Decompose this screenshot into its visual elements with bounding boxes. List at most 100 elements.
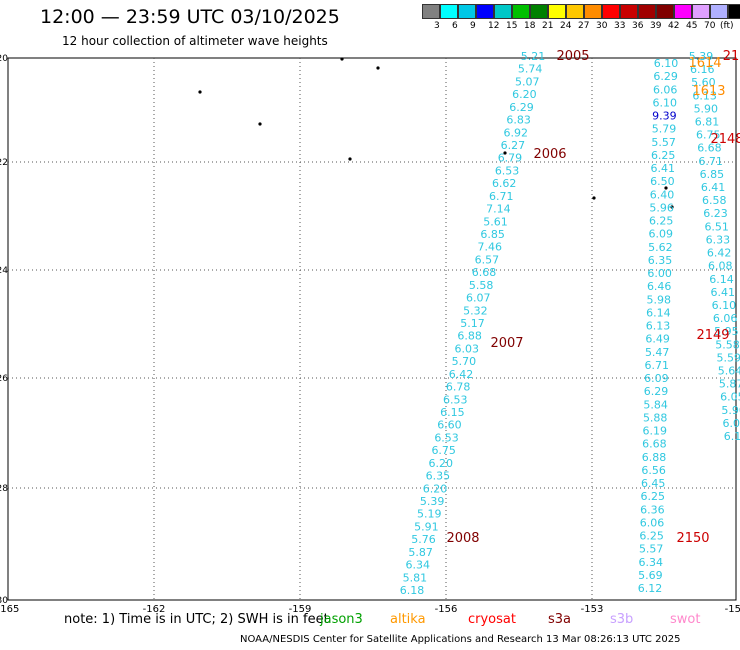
island-dot (348, 157, 352, 161)
satellite-s3a: s3a (548, 612, 572, 627)
track-label-2008: 2008 (446, 531, 479, 546)
legend-swatch (530, 4, 548, 19)
y-tick-label: -26 (0, 374, 8, 384)
track-b-value: 6.68 (642, 438, 667, 451)
island-dot (670, 205, 674, 209)
legend-label: 36 (632, 21, 644, 31)
track-b-value: 5.47 (645, 346, 670, 359)
track-a-value: 5.61 (483, 215, 508, 228)
track-b-value: 5.79 (652, 123, 677, 136)
track-a-value: 6.92 (503, 126, 528, 139)
track-b-value: 6.49 (645, 333, 670, 346)
satellite-altika: altika (390, 612, 426, 627)
track-a-value: 6.53 (434, 431, 459, 444)
track-a-value: 5.70 (452, 355, 477, 368)
track-b-value: 6.36 (640, 503, 665, 516)
track-a-value: 6.20 (423, 482, 448, 495)
legend-label: 18 (524, 21, 536, 31)
track-c-value: 6.13 (692, 89, 717, 102)
legend-label: 70 (704, 21, 716, 31)
track-b-value: 6.34 (639, 556, 664, 569)
x-tick-label: -153 (581, 604, 604, 615)
track-a-value: 5.07 (515, 75, 540, 88)
track-a-value: 6.62 (492, 177, 517, 190)
track-a-value: 6.27 (501, 139, 526, 152)
track-b-value: 6.35 (648, 254, 673, 267)
island-dot (198, 90, 202, 94)
island-dot (376, 66, 380, 70)
track-b-value: 5.98 (647, 293, 672, 306)
track-a-value: 6.34 (406, 559, 431, 572)
satellite-s3b: s3b (610, 612, 634, 627)
track-label-2006: 2006 (533, 147, 566, 162)
track-b-value: 9.39 (652, 110, 677, 123)
track-b-value: 6.13 (646, 320, 671, 333)
legend-label: 24 (560, 21, 572, 31)
track-b-value: 6.00 (647, 267, 672, 280)
track-b-value: 6.56 (641, 464, 666, 477)
track-c-value: 6.81 (695, 116, 720, 129)
legend-swatch (440, 4, 458, 19)
track-b-value: 6.29 (644, 385, 669, 398)
map-subtitle: 12 hour collection of altimeter wave hei… (62, 34, 328, 48)
satellite-swot: swot (670, 612, 701, 627)
legend-swatch (602, 4, 620, 19)
legend-swatch (422, 4, 440, 19)
track-b-value: 5.62 (648, 241, 673, 254)
track-b-value: 6.10 (653, 96, 678, 109)
track-c-value: 6.42 (707, 247, 732, 260)
legend-unit: (ft) (720, 21, 734, 31)
legend-swatch (638, 4, 656, 19)
track-b-value: 5.57 (639, 543, 664, 556)
track-a-value: 6.53 (495, 164, 520, 177)
track-b-value: 6.25 (639, 530, 664, 543)
track-a-value: 6.75 (431, 444, 456, 457)
legend-swatch (710, 4, 728, 19)
legend-label: 45 (686, 21, 698, 31)
track-b-value: 6.06 (640, 516, 665, 529)
track-label-2150: 2150 (676, 531, 709, 546)
y-tick-label: -28 (0, 484, 8, 494)
track-label-2007: 2007 (490, 336, 523, 351)
legend-swatch (620, 4, 638, 19)
track-label-2149: 2149 (696, 328, 729, 343)
legend-swatch (566, 4, 584, 19)
track-b-value: 6.14 (646, 306, 671, 319)
track-b-value: 6.06 (653, 83, 678, 96)
track-c-value: 6.41 (710, 286, 735, 299)
track-c-value: 5.95 (714, 325, 739, 338)
track-c-value: 6.06 (713, 312, 738, 325)
track-b-value: 6.50 (650, 175, 675, 188)
track-c-value: 6.51 (704, 220, 729, 233)
legend-swatch (674, 4, 692, 19)
legend-label: 39 (650, 21, 662, 31)
track-label-1614: 1614 (688, 56, 721, 71)
legend-swatch (656, 4, 674, 19)
footnote: note: 1) Time is in UTC; 2) SWH is in fe… (64, 612, 329, 627)
x-tick-label: -150 (725, 604, 740, 615)
track-a-value: 5.74 (518, 63, 543, 76)
track-c-value: 6.41 (701, 181, 726, 194)
track-a-value: 6.03 (454, 342, 479, 355)
island-dot (592, 196, 596, 200)
color-legend: 3 6 9 12 15 18 21 24 27 30 33 36 39 42 45 70 (ft) (422, 4, 740, 33)
track-b-value: 5.69 (638, 569, 663, 582)
track-b-value: 6.25 (641, 490, 666, 503)
y-tick-label: -20 (0, 54, 8, 64)
track-b-value: 5.84 (643, 398, 668, 411)
track-a-value: 6.68 (472, 266, 497, 279)
track-c-value: 6.10 (724, 430, 740, 443)
legend-label: 33 (614, 21, 626, 31)
legend-label: 27 (578, 21, 590, 31)
track-a-value: 6.42 (449, 368, 474, 381)
track-c-value: 5.87 (719, 378, 740, 391)
map-title: 12:00 — 23:59 UTC 03/10/2025 (40, 6, 340, 28)
track-a-value: 6.71 (489, 190, 514, 203)
track-c-value: 6.71 (698, 155, 723, 168)
track-b-value: 6.09 (649, 228, 674, 241)
track-a-value: 5.91 (414, 520, 439, 533)
track-a-value: 5.17 (460, 317, 485, 330)
map-frame (7, 57, 737, 601)
satellite-cryosat: cryosat (468, 612, 516, 627)
track-b-value: 6.25 (651, 149, 676, 162)
